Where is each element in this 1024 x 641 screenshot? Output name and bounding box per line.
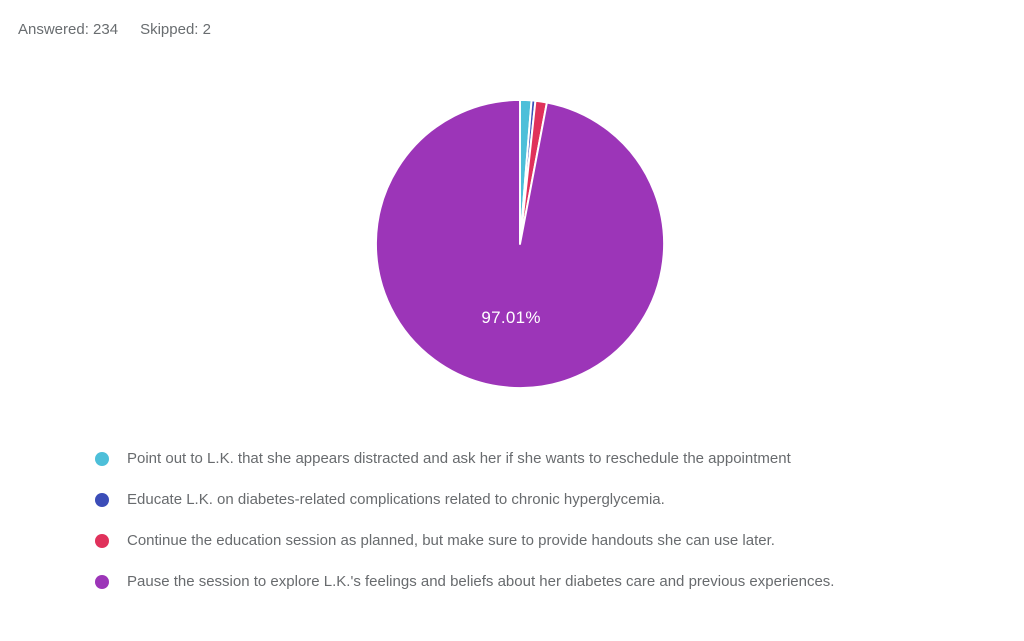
response-stats: Answered: 234 Skipped: 2 [18,21,211,38]
skipped-count: Skipped: 2 [140,21,211,38]
pie-slice[interactable] [374,98,666,389]
legend-label: Pause the session to explore L.K.'s feel… [127,573,835,590]
legend-color-dot [95,534,109,548]
chart-legend: Point out to L.K. that she appears distr… [95,449,834,613]
legend-item: Educate L.K. on diabetes-related complic… [95,490,834,510]
legend-item: Continue the education session as planne… [95,531,834,551]
legend-color-dot [95,493,109,507]
legend-color-dot [95,452,109,466]
legend-item: Point out to L.K. that she appears distr… [95,449,834,469]
legend-color-dot [95,575,109,589]
pie-chart-svg [374,98,666,389]
legend-label: Continue the education session as planne… [127,532,775,549]
legend-label: Point out to L.K. that she appears distr… [127,450,791,467]
legend-item: Pause the session to explore L.K.'s feel… [95,572,834,592]
answered-count: Answered: 234 [18,21,119,38]
pie-chart: 97.01% [372,96,668,392]
legend-label: Educate L.K. on diabetes-related complic… [127,491,665,508]
